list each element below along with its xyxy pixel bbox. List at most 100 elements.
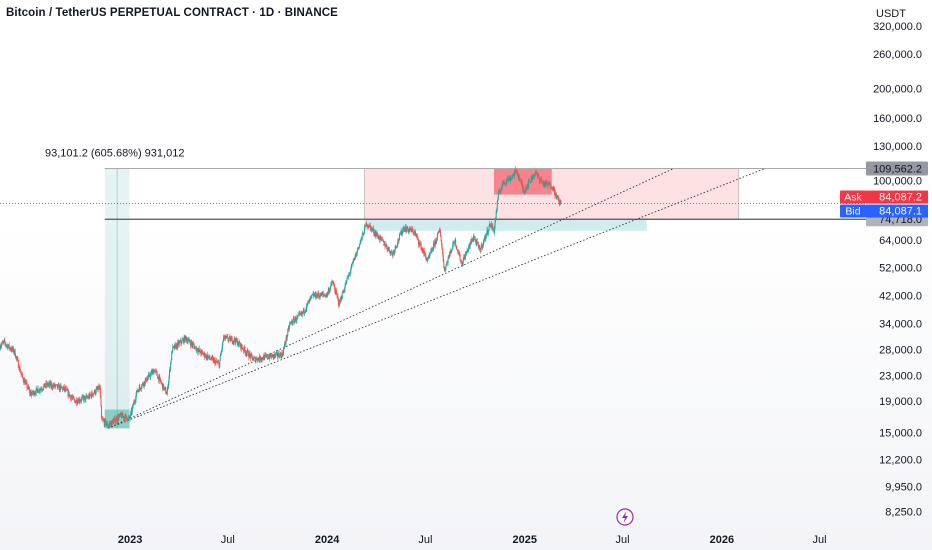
- candle: [200, 351, 202, 357]
- candle: [164, 386, 166, 390]
- candle: [459, 252, 461, 262]
- candle: [321, 291, 323, 298]
- candle: [529, 181, 531, 183]
- candle: [421, 246, 423, 251]
- candle: [194, 345, 196, 349]
- candle: [198, 345, 200, 353]
- candle: [107, 425, 109, 427]
- candle: [157, 374, 159, 380]
- candle: [488, 223, 490, 232]
- candle: [93, 391, 95, 395]
- candle: [97, 385, 99, 391]
- candle: [346, 279, 348, 285]
- candle: [122, 411, 124, 417]
- candle: [444, 266, 446, 271]
- candle: [353, 257, 355, 261]
- currency-label[interactable]: USDT: [876, 8, 906, 20]
- candle: [242, 348, 244, 354]
- candle: [496, 207, 498, 214]
- candle: [119, 411, 121, 418]
- candle: [237, 338, 239, 347]
- candle: [471, 236, 473, 245]
- candle: [201, 349, 203, 355]
- candle: [45, 380, 47, 389]
- candle: [278, 350, 280, 357]
- candle: [79, 398, 81, 405]
- candle: [64, 387, 66, 393]
- candle: [44, 385, 46, 388]
- candle: [422, 246, 424, 254]
- time-tick-label: 2024: [315, 534, 340, 546]
- candle: [547, 180, 549, 186]
- candle: [419, 239, 421, 247]
- candle: [0, 344, 2, 351]
- candle: [395, 244, 397, 250]
- candle: [283, 346, 285, 351]
- candle: [484, 234, 486, 243]
- candle: [362, 232, 364, 235]
- candle: [361, 230, 363, 241]
- candle: [9, 346, 11, 351]
- candle: [2, 340, 4, 346]
- candle: [396, 242, 398, 248]
- price-tick-label: 23,000.0: [879, 371, 922, 383]
- candle: [238, 339, 240, 344]
- candle: [372, 225, 374, 232]
- candle: [400, 231, 402, 235]
- candle: [73, 395, 75, 401]
- candle: [474, 235, 476, 240]
- candle: [380, 234, 382, 240]
- candle: [366, 225, 368, 228]
- candle: [61, 386, 63, 388]
- candle: [58, 382, 60, 390]
- candle: [445, 261, 447, 266]
- candle: [63, 386, 65, 391]
- candle: [323, 294, 325, 298]
- candle: [168, 374, 170, 386]
- candle: [450, 250, 452, 254]
- candle: [30, 391, 32, 399]
- candle: [388, 246, 390, 254]
- candle: [343, 289, 345, 294]
- candle: [264, 352, 266, 361]
- candle: [193, 343, 195, 350]
- candle: [234, 337, 236, 343]
- candle: [482, 240, 484, 249]
- candle: [85, 394, 87, 403]
- candle: [285, 335, 287, 346]
- candle: [55, 383, 57, 389]
- candle: [314, 293, 316, 297]
- candle: [162, 383, 164, 389]
- candle: [494, 219, 496, 230]
- candle: [531, 174, 533, 182]
- candle: [498, 188, 500, 193]
- candle: [36, 387, 38, 392]
- candle: [556, 193, 558, 200]
- candle: [378, 233, 380, 241]
- candle: [220, 351, 222, 356]
- candle: [223, 334, 225, 343]
- candle: [119, 413, 121, 417]
- candle: [32, 390, 34, 396]
- candle: [429, 252, 431, 256]
- candle: [204, 352, 206, 360]
- candle: [266, 354, 268, 358]
- candle: [502, 180, 504, 186]
- candle: [333, 280, 335, 286]
- candle: [113, 415, 115, 424]
- candle: [219, 360, 221, 368]
- candle: [116, 416, 118, 424]
- candle: [329, 285, 331, 293]
- candle: [1, 341, 3, 348]
- candle: [186, 336, 188, 342]
- candle: [427, 255, 429, 261]
- candle: [13, 351, 15, 356]
- candle: [530, 180, 532, 184]
- candle: [318, 294, 320, 299]
- candle: [199, 349, 201, 355]
- candle: [320, 292, 322, 297]
- candle: [98, 384, 100, 391]
- lightning-icon[interactable]: [616, 508, 634, 526]
- candle: [10, 346, 12, 353]
